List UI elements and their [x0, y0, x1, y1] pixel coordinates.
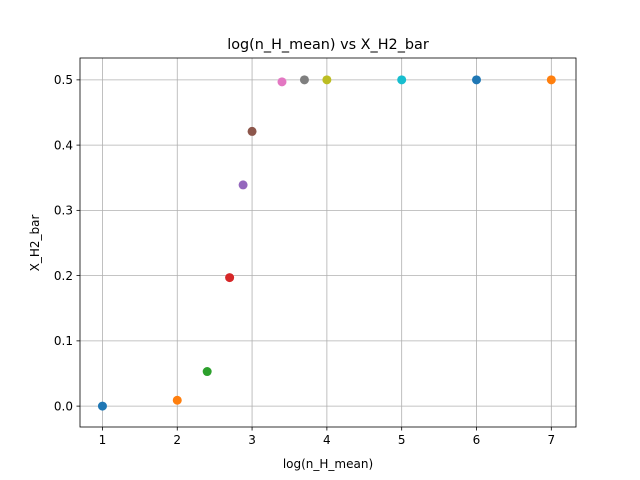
y-tick-label: 0.2	[54, 269, 73, 283]
x-tick-label: 3	[248, 433, 256, 447]
x-tick-label: 5	[398, 433, 406, 447]
y-axis-label: X_H2_bar	[28, 215, 42, 272]
data-point	[97, 401, 107, 411]
x-tick-label: 1	[99, 433, 107, 447]
data-point	[238, 180, 248, 190]
data-point	[277, 77, 287, 87]
y-tick-label: 0.4	[54, 138, 73, 152]
data-point	[546, 75, 556, 85]
chart-title: log(n_H_mean) vs X_H2_bar	[227, 37, 429, 53]
x-axis-label: log(n_H_mean)	[283, 457, 373, 471]
grid	[80, 58, 576, 427]
data-point	[472, 75, 482, 85]
data-point	[397, 75, 407, 85]
data-point	[322, 75, 332, 85]
data-point	[202, 367, 212, 377]
x-tick-label: 2	[173, 433, 181, 447]
data-point	[299, 75, 309, 85]
y-tick-label: 0.3	[54, 204, 73, 218]
y-tick-label: 0.1	[54, 334, 73, 348]
data-point	[247, 126, 257, 136]
x-tick-label: 7	[547, 433, 555, 447]
x-tick-label: 4	[323, 433, 331, 447]
y-tick-label: 0.5	[54, 73, 73, 87]
data-points	[97, 75, 556, 411]
data-point	[172, 395, 182, 405]
y-tick-label: 0.0	[54, 399, 73, 413]
plot-frame	[79, 57, 577, 428]
ticks: 1 2 3 4 5 6 7 0.0 0.1 0.2 0.3 0.4 0.5	[54, 73, 555, 447]
x-tick-label: 6	[473, 433, 481, 447]
data-point	[225, 273, 235, 283]
